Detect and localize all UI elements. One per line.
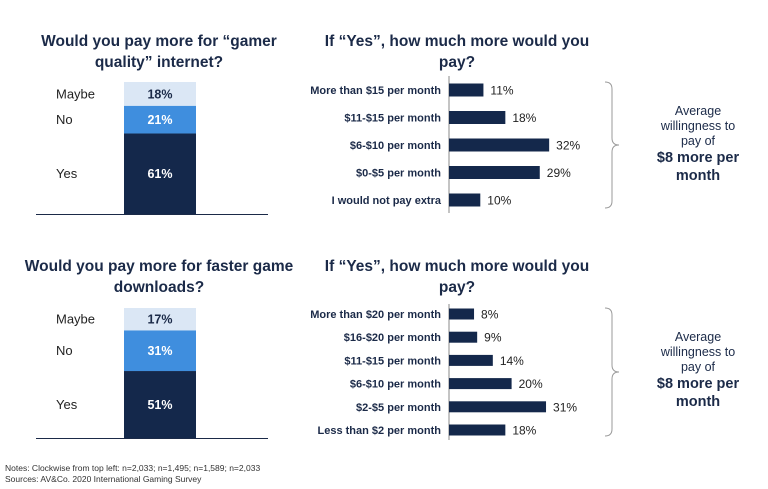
category-label-less-than-2-per-month: Less than $2 per month [318,425,442,437]
bar-6-10-per-month [449,138,550,152]
stack-segment-no [124,330,196,372]
category-label-6-10-per-month: $6-$10 per month [350,140,441,152]
bar-11-15-per-month [449,354,493,366]
category-label-11-15-per-month: $11-$15 per month [344,355,441,367]
segment-value-yes: 61% [147,167,172,181]
annotation-line: pay of [680,360,716,374]
bar-0-5-per-month [449,166,540,179]
bar-value-i-would-not-pay-extra: 10% [487,194,511,208]
average-willingness-annotation-downloads: Average willingness to pay of $8 more pe… [642,330,754,411]
segment-value-maybe: 17% [147,313,172,327]
category-label-11-15-per-month: $11-$15 per month [344,113,441,125]
segment-value-maybe: 18% [147,87,172,101]
category-label-more-than-20-per-month: More than $20 per month [310,309,441,321]
segment-label-no: No [56,112,73,127]
bar-6-10-per-month [449,378,512,390]
bar-value-more-than-15-per-month: 11% [490,84,513,98]
annotation-line: willingness to [660,119,736,133]
annotation-line: pay of [680,134,716,148]
bar-value-11-15-per-month: 14% [500,354,524,368]
segment-value-yes: 51% [147,398,172,412]
category-label-0-5-per-month: $0-$5 per month [356,168,441,180]
bar-less-than-2-per-month [449,424,506,436]
bar-11-15-per-month [449,111,506,124]
footnotes: Notes: Clockwise from top left: n=2,033;… [5,463,260,485]
annotation-line: willingness to [660,345,736,359]
stack-segment-no [124,105,196,134]
bar-value-less-than-2-per-month: 18% [512,424,536,438]
annotation-emphasis: $8 more per [656,376,740,392]
segment-value-no: 21% [147,113,172,127]
bar-value-2-5-per-month: 31% [553,400,577,414]
category-label-16-20-per-month: $16-$20 per month [344,332,441,344]
bar-2-5-per-month [449,401,547,413]
bar-value-6-10-per-month: 20% [519,377,543,391]
segment-label-yes: Yes [56,397,78,412]
bar-more-than-15-per-month [449,83,484,97]
annotation-line: Average [674,104,722,118]
category-label-i-would-not-pay-extra: I would not pay extra [332,195,442,207]
bar-value-6-10-per-month: 32% [556,139,580,153]
bar-more-than-20-per-month [449,308,475,320]
category-label-2-5-per-month: $2-$5 per month [356,402,441,414]
stack-segment-maybe [124,308,196,331]
annotation-emphasis: month [675,168,721,184]
segment-label-no: No [56,343,73,358]
segment-label-maybe: Maybe [56,312,95,327]
bar-16-20-per-month [449,331,478,343]
chart-title-premium-internet: If “Yes”, how much more would you pay? [324,33,590,71]
category-label-6-10-per-month: $6-$10 per month [350,379,441,391]
chart-title-faster-downloads: Would you pay more for faster game downl… [24,258,294,296]
stack-segment-yes [124,371,196,438]
bar-value-11-15-per-month: 18% [512,111,536,125]
chart-title-gamer-internet: Would you pay more for “gamer quality” i… [41,33,277,71]
category-label-more-than-15-per-month: More than $15 per month [310,85,441,97]
stack-segment-maybe [124,82,196,106]
annotation-emphasis: $8 more per [656,150,740,166]
chart-title-premium-downloads: If “Yes”, how much more would you pay? [324,258,590,296]
sources-line: Sources: AV&Co. 2020 International Gamin… [5,474,202,484]
bar-value-16-20-per-month: 9% [484,331,502,345]
bracket [604,81,620,209]
annotation-emphasis: month [675,394,721,410]
segment-label-maybe: Maybe [56,86,95,101]
bar-value-0-5-per-month: 29% [547,166,571,180]
bar-i-would-not-pay-extra [449,193,481,207]
bar-value-more-than-20-per-month: 8% [481,308,499,322]
average-willingness-annotation-internet: Average willingness to pay of $8 more pe… [642,104,754,185]
bracket [604,307,620,437]
notes-line: Notes: Clockwise from top left: n=2,033;… [5,463,261,473]
stack-segment-yes [124,133,196,214]
segment-value-no: 31% [147,344,172,358]
segment-label-yes: Yes [56,166,78,181]
annotation-line: Average [674,330,722,344]
